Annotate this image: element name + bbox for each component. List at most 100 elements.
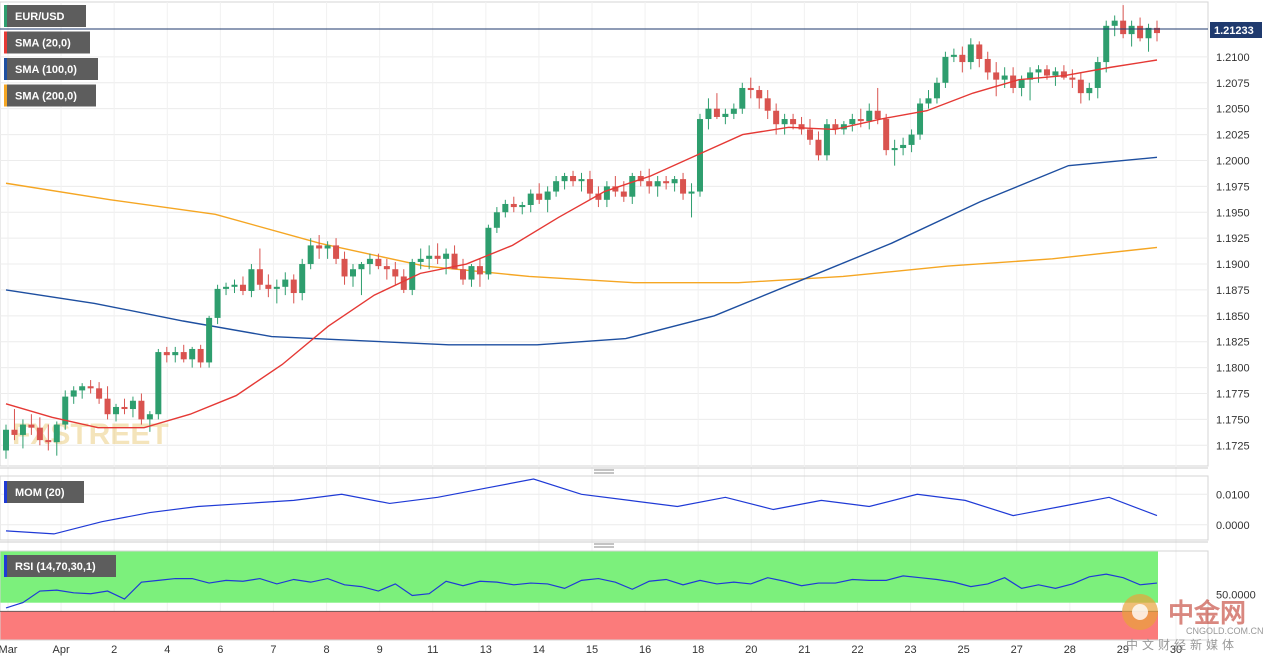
candle-down — [883, 119, 890, 151]
candle-down — [798, 124, 805, 130]
rsi-pane-border — [0, 550, 1209, 641]
candle-down — [756, 90, 763, 99]
watermark: FXSTREET — [12, 418, 169, 451]
candle-down — [451, 253, 458, 270]
candle-up — [146, 414, 153, 420]
candle-up — [307, 245, 314, 265]
candle-up — [324, 245, 331, 249]
time-axis: Mar Apr 2 4 6 7 8 9 11 13 14 15 16 18 20 21 22 23 25 27 28 29… — [0, 644, 1182, 656]
candle-down — [993, 72, 1000, 80]
candle-down — [392, 269, 399, 277]
candle-up — [917, 103, 924, 135]
candle-up — [722, 113, 729, 117]
candle-down — [1137, 25, 1144, 39]
candle-up — [823, 124, 830, 156]
time-tick-label: 6 — [217, 644, 223, 656]
time-tick-label: 11 — [427, 644, 438, 656]
price-tick-label: 1.2100 — [1216, 52, 1250, 64]
candle-up — [967, 44, 974, 63]
candle-down — [28, 424, 35, 428]
candle-down — [96, 388, 103, 399]
pane-divider-1[interactable] — [0, 467, 1208, 474]
candle-down — [612, 186, 619, 192]
candle-down — [586, 179, 593, 194]
sma200-line — [5, 182, 1158, 284]
price-tick-label: 1.1950 — [1216, 207, 1250, 219]
rsi-pane — [0, 550, 1209, 641]
candle-up — [248, 269, 255, 291]
time-tick-label: 16 — [639, 644, 651, 656]
legend-label: EUR/USD — [15, 11, 65, 23]
indicator-tag — [4, 555, 116, 577]
candle-down — [536, 193, 543, 200]
candle-down — [620, 191, 627, 197]
time-tick-label: Mar — [0, 644, 18, 656]
legend-label: SMA (100,0) — [15, 64, 77, 76]
candle-up — [866, 110, 873, 122]
sma100-line — [5, 156, 1158, 346]
price-tick-label: 1.1825 — [1216, 337, 1250, 349]
indicator-axis: 0.0100 0.0000 50.0000 — [1216, 489, 1256, 601]
candle-up — [900, 144, 907, 149]
indicator-swatch — [4, 481, 7, 503]
candle-up — [1086, 87, 1093, 94]
price-tick-label: 1.2050 — [1216, 104, 1250, 116]
time-tick-label: 15 — [586, 644, 598, 656]
candle-up — [443, 253, 450, 259]
indicator-label: MOM (20) — [15, 487, 65, 499]
rsi-oversold-zone — [0, 611, 1158, 640]
legend-swatch — [4, 5, 7, 27]
candle-up — [654, 181, 661, 187]
candle-down — [180, 352, 187, 360]
candle-up — [629, 176, 636, 197]
candle-up — [1111, 20, 1118, 26]
main-pane-border — [0, 1, 1209, 467]
candle-up — [189, 348, 196, 360]
candle-up — [299, 264, 306, 294]
candle-up — [282, 279, 289, 287]
candle-up — [739, 87, 746, 109]
candle-down — [163, 352, 170, 356]
candle-up — [223, 286, 230, 289]
candle-up — [53, 424, 60, 443]
candle-up — [1027, 72, 1034, 80]
time-tick-label: 8 — [323, 644, 329, 656]
candle-up — [891, 148, 898, 151]
candle-up — [493, 212, 500, 228]
candle-down — [316, 245, 323, 249]
candle-down — [764, 98, 771, 111]
candle-up — [933, 82, 940, 99]
legend: EUR/USD SMA (20,0) SMA (100,0) SMA (200,0) — [4, 5, 98, 107]
mom-pane-border — [0, 475, 1209, 541]
time-tick-label: 18 — [692, 644, 704, 656]
cngold-logo-en: CNGOLD.COM.CN — [1186, 626, 1264, 636]
candle-up — [578, 179, 585, 182]
candle-down — [680, 179, 687, 194]
candle-up — [519, 205, 526, 208]
candle-down — [510, 203, 517, 208]
pane-divider-2[interactable] — [0, 541, 1208, 548]
legend-swatch — [4, 58, 7, 80]
legend-tag — [4, 84, 96, 107]
time-tick-label: 30 — [1170, 644, 1182, 656]
current-price-label: 1.21233 — [1214, 25, 1254, 37]
indicator-label: RSI (14,70,30,1) — [15, 561, 96, 573]
candle-up — [1001, 75, 1008, 80]
price-tick-label: 1.2025 — [1216, 130, 1250, 142]
candle-down — [400, 276, 407, 290]
candle-up — [671, 179, 678, 184]
legend-tag — [4, 58, 98, 80]
price-tick-label: 1.1800 — [1216, 363, 1250, 375]
candle-down — [713, 108, 720, 117]
candle-up — [544, 191, 551, 200]
candle-down — [1060, 71, 1067, 78]
indicator-labels: MOM (20) RSI (14,70,30,1) — [4, 481, 116, 577]
candle-down — [815, 139, 822, 156]
candle-up — [908, 134, 915, 145]
candle-up — [231, 284, 238, 287]
time-tick-label: 7 — [270, 644, 276, 656]
legend-tag — [4, 5, 86, 27]
candle-down — [595, 193, 602, 200]
price-tick-label: 1.1875 — [1216, 285, 1250, 297]
sma200-series — [5, 182, 1158, 284]
